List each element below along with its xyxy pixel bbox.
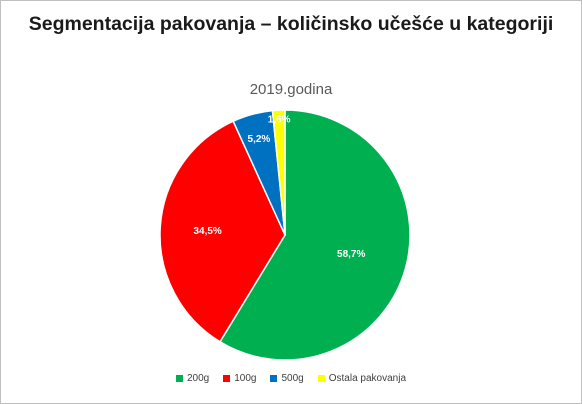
chart-title: Segmentacija pakovanja – količinsko učeš… [28, 13, 554, 35]
pie-slice-ostala-pakovanja [271, 109, 286, 236]
legend-swatch [317, 375, 325, 382]
legend-item-200g: 200g [175, 373, 210, 384]
chart-subtitle: 2019.godina [249, 81, 333, 98]
legend-swatch [270, 375, 278, 382]
legend-label: Ostala pakovanja [328, 373, 407, 384]
data-label-100g: 34,5% [193, 226, 221, 237]
legend-item-500g: 500g [270, 373, 304, 384]
data-label-200g: 58,7% [337, 249, 365, 260]
legend-label: 100g [234, 373, 257, 384]
data-label-500g: 5,2% [248, 134, 271, 145]
legend-item-ostala-pakovanja: Ostala pakovanja [317, 373, 407, 384]
pie-slice-100g [159, 120, 286, 343]
legend-label: 200g [186, 373, 210, 384]
pie-slice-200g [218, 109, 411, 361]
legend-label: 500g [281, 373, 304, 384]
legend-swatch [223, 375, 231, 382]
legend-item-100g: 100g [223, 373, 256, 384]
data-label-ostala-pakovanja: 1,6% [268, 114, 291, 125]
legend: 200g 100g 500g Ostala pakovanja [1, 373, 581, 384]
legend-swatch [175, 375, 183, 382]
